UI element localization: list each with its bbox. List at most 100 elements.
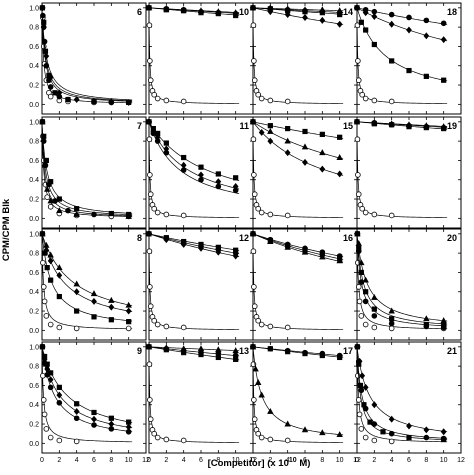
series-square-filled bbox=[354, 119, 448, 132]
data-point bbox=[48, 277, 54, 283]
series-square-filled bbox=[250, 5, 344, 18]
x-tick-label: 8 bbox=[216, 457, 220, 464]
data-point bbox=[358, 19, 364, 25]
fit-curve bbox=[41, 233, 133, 322]
series-circle-filled bbox=[146, 119, 240, 195]
fit-curve bbox=[252, 346, 344, 443]
data-point bbox=[151, 91, 158, 98]
data-point bbox=[47, 251, 54, 258]
data-point bbox=[388, 11, 395, 18]
data-point bbox=[336, 257, 343, 264]
fit-curve bbox=[41, 233, 133, 330]
data-point bbox=[336, 170, 343, 178]
data-point bbox=[423, 32, 430, 40]
x-axis-title-main: [Competitor] (x 10 bbox=[208, 458, 289, 469]
x-tick-label: 0 bbox=[40, 457, 44, 464]
data-point bbox=[251, 416, 258, 423]
data-point bbox=[359, 91, 366, 98]
data-point bbox=[163, 7, 169, 13]
y-tick-label: 1.0 bbox=[29, 231, 39, 238]
data-point bbox=[423, 17, 430, 24]
x-tick-label: 4 bbox=[75, 457, 79, 464]
x-axis-title-unit: M) bbox=[297, 458, 311, 469]
panel-21: 0 2 4 6 8 10 12 21 bbox=[354, 341, 465, 464]
data-point bbox=[147, 191, 154, 198]
x-tick-label: 12 bbox=[457, 457, 465, 464]
fit-curve bbox=[41, 7, 133, 102]
series-square-filled bbox=[39, 231, 133, 325]
data-point bbox=[198, 351, 204, 358]
fit-curve bbox=[41, 121, 133, 214]
data-point bbox=[258, 95, 265, 102]
data-point bbox=[232, 187, 239, 194]
series-square-filled bbox=[354, 344, 448, 443]
series-square-filled bbox=[39, 119, 133, 218]
series-square-filled bbox=[250, 344, 344, 361]
data-point bbox=[73, 415, 80, 422]
data-point bbox=[198, 244, 204, 252]
data-point bbox=[358, 259, 365, 266]
data-point bbox=[319, 149, 326, 156]
data-point bbox=[43, 185, 51, 192]
panel-grid: 0.0 0.2 0.4 0.6 0.8 1.0 6 10 14 18 0.0 0.2 0.4 0.6 0.8… bbox=[29, 2, 465, 464]
data-point bbox=[90, 290, 98, 297]
data-point bbox=[252, 365, 259, 372]
fit-curve bbox=[148, 121, 240, 218]
series-circle-open bbox=[39, 231, 133, 332]
data-point bbox=[154, 95, 161, 102]
data-point bbox=[371, 313, 378, 319]
data-point bbox=[319, 131, 325, 137]
fit-curve bbox=[41, 346, 133, 443]
data-point bbox=[284, 243, 291, 250]
data-point bbox=[284, 149, 291, 157]
x-axis-title-exponent: 10 bbox=[289, 457, 297, 464]
data-point bbox=[250, 136, 257, 143]
data-point bbox=[233, 356, 239, 362]
data-point bbox=[147, 303, 154, 310]
data-point bbox=[319, 165, 326, 173]
panel-10: 10 bbox=[145, 2, 254, 115]
data-point bbox=[371, 211, 378, 218]
data-point bbox=[302, 350, 308, 357]
x-tick-label: 2 bbox=[268, 457, 272, 464]
x-tick-label: 8 bbox=[109, 457, 113, 464]
panel-14: 14 bbox=[249, 2, 358, 115]
data-point bbox=[52, 198, 58, 204]
y-axis-title: CPM/CPM Blk bbox=[1, 198, 12, 261]
data-point bbox=[108, 97, 115, 105]
panel-label: 21 bbox=[447, 346, 457, 356]
panel-6: 0.0 0.2 0.4 0.6 0.8 1.0 6 bbox=[29, 2, 147, 115]
data-point bbox=[254, 379, 262, 385]
fit-curve bbox=[356, 233, 448, 325]
fit-curve bbox=[148, 233, 240, 251]
series-circle-filled bbox=[39, 119, 133, 219]
data-point bbox=[284, 137, 291, 144]
panel-label: 11 bbox=[239, 121, 249, 131]
fit-curve bbox=[252, 346, 344, 358]
data-point bbox=[249, 343, 257, 350]
y-tick-label: 0.6 bbox=[29, 158, 39, 165]
data-point bbox=[150, 130, 157, 137]
data-point bbox=[371, 97, 378, 104]
data-point bbox=[362, 405, 369, 412]
data-point bbox=[441, 322, 447, 329]
series-triangle-filled bbox=[39, 230, 133, 308]
data-point bbox=[151, 205, 158, 212]
series-triangle-filled bbox=[249, 118, 344, 160]
series-circle-filled bbox=[354, 344, 448, 442]
data-point bbox=[258, 128, 265, 136]
series-circle-filled bbox=[39, 344, 133, 435]
data-point bbox=[73, 210, 80, 217]
data-point bbox=[406, 422, 412, 430]
data-point bbox=[389, 316, 395, 322]
data-point bbox=[154, 321, 161, 328]
data-point bbox=[302, 14, 308, 21]
series-triangle-filled bbox=[249, 230, 344, 264]
data-point bbox=[406, 67, 412, 74]
data-point bbox=[154, 138, 161, 144]
data-point bbox=[250, 118, 256, 126]
data-point bbox=[371, 401, 378, 409]
data-point bbox=[354, 22, 361, 29]
data-point bbox=[233, 175, 239, 181]
